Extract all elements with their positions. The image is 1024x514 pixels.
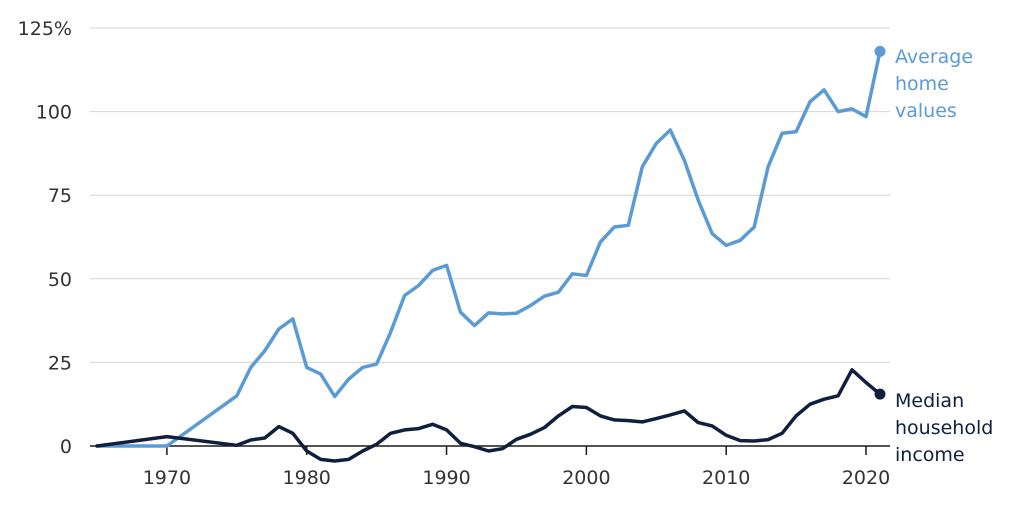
- y-tick-label: 75: [48, 185, 72, 207]
- y-tick-label: 25: [48, 352, 72, 374]
- x-tick-label: 1980: [283, 467, 331, 489]
- series-label: Median household income: [895, 390, 993, 466]
- series-label-line: income: [895, 444, 965, 466]
- series-labels: Average home values Median household income: [895, 46, 993, 466]
- y-tick-label: 0: [60, 436, 72, 458]
- y-tick-label: 100: [36, 102, 72, 124]
- y-axis-tick-labels: 0 25 50 75 100 125%: [18, 18, 72, 458]
- series-end-point: [874, 45, 886, 57]
- x-tick-label: 2020: [842, 467, 890, 489]
- x-tick-label: 1970: [143, 467, 191, 489]
- y-tick-label: 50: [48, 269, 72, 291]
- series-label-line: Median: [895, 390, 964, 412]
- y-tick-label: 125%: [18, 18, 72, 40]
- series-label-line: household: [895, 417, 993, 439]
- series-label-line: values: [895, 100, 957, 122]
- series-line-average-home-values: [95, 49, 882, 448]
- gridlines: [90, 27, 890, 363]
- series-end-point: [874, 388, 886, 400]
- x-tick-label: 1990: [422, 467, 470, 489]
- x-tick-label: 2010: [702, 467, 750, 489]
- series-lines: [95, 45, 886, 463]
- x-tick-label: 2000: [562, 467, 610, 489]
- series-label: Average home values: [895, 46, 973, 122]
- series-label-line: home: [895, 73, 949, 95]
- series-line-median-household-income: [95, 368, 882, 463]
- x-axis: 1970 1980 1990 2000 2010 2020: [90, 445, 890, 489]
- series-label-line: Average: [895, 46, 973, 68]
